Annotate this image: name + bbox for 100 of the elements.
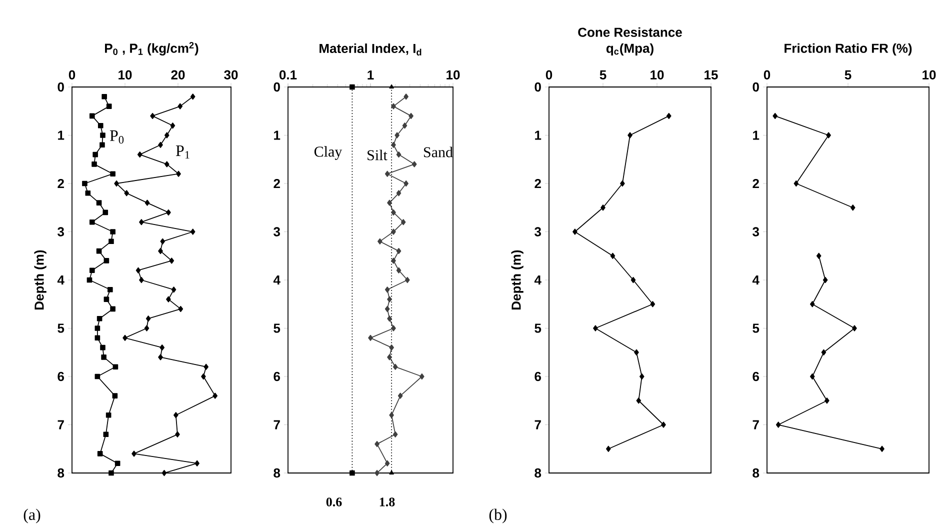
point <box>106 104 112 109</box>
x-tick-label: 5 <box>600 70 606 80</box>
x-tick-label: 10 <box>922 70 936 80</box>
y-tick-label: 5 <box>752 324 760 333</box>
point <box>850 204 856 211</box>
point <box>190 228 196 235</box>
point <box>810 373 815 380</box>
point <box>794 180 799 187</box>
point <box>610 252 616 259</box>
point <box>666 112 672 120</box>
y-tick-label: 8 <box>274 468 280 478</box>
point <box>630 276 636 284</box>
chart-title: Material Index, I$_{d}$ <box>320 43 422 56</box>
text: (b) <box>489 508 507 524</box>
y-tick-label: 3 <box>274 227 280 236</box>
point <box>106 412 112 418</box>
y-tick-label: 3 <box>752 227 760 236</box>
y-tick-label: 0 <box>752 82 759 92</box>
point <box>190 94 196 100</box>
point <box>146 316 151 322</box>
annotation: Clay <box>314 146 342 160</box>
text: (a) <box>24 508 40 524</box>
x-tick-label: 10 <box>118 70 132 80</box>
point <box>100 132 106 138</box>
x-tick-label: 5 <box>844 70 852 80</box>
point <box>124 190 129 196</box>
point <box>92 152 98 158</box>
x-tick-label: 0.1 <box>279 70 297 80</box>
text: 1.8 <box>380 498 395 506</box>
point <box>175 431 180 438</box>
point <box>100 142 105 148</box>
point <box>108 287 113 292</box>
point <box>822 276 828 284</box>
point <box>89 268 95 274</box>
point <box>98 122 104 128</box>
x-tick-label: 10 <box>446 70 460 80</box>
point <box>194 460 200 466</box>
y-tick-label: 7 <box>752 420 759 430</box>
annotation: Silt <box>368 150 388 160</box>
point <box>201 373 206 380</box>
point <box>178 306 184 312</box>
point <box>136 267 141 274</box>
y-tick-label: 2 <box>274 178 280 188</box>
point <box>166 296 171 302</box>
point <box>600 204 606 211</box>
y-tick-label: 0 <box>274 82 280 92</box>
y-tick-label: 4 <box>273 276 280 284</box>
point <box>108 470 114 476</box>
y-tick-label: 7 <box>58 420 64 430</box>
point <box>122 334 128 341</box>
text: 0.6 <box>326 498 342 506</box>
point <box>620 180 625 187</box>
point <box>810 301 815 308</box>
point <box>661 422 666 428</box>
y-tick-label: 6 <box>534 372 541 382</box>
point <box>96 248 102 254</box>
y-tick-label: 0 <box>534 82 541 92</box>
point <box>89 219 95 225</box>
y-tick-label: 2 <box>752 178 759 188</box>
point <box>650 301 656 308</box>
point <box>94 374 100 380</box>
chart-subtitle: q$_{c}$(Mpa) <box>606 43 654 56</box>
chart-title: P$_{0}$ , P$_{1}$ (kg/cm$^{2}$) <box>105 42 198 56</box>
point <box>112 364 118 370</box>
point <box>139 219 144 226</box>
x-tick-label: 30 <box>224 70 238 80</box>
point <box>826 132 831 138</box>
y-tick-label: 3 <box>534 227 541 236</box>
chart-title: Cone Resistance <box>578 27 682 37</box>
point <box>816 252 822 259</box>
y-tick-label: 7 <box>274 420 280 430</box>
chart-title: Friction Ratio FR (%) <box>784 43 912 56</box>
point <box>103 432 109 438</box>
point <box>852 325 857 332</box>
x-tick-label: 20 <box>171 70 185 80</box>
point <box>606 446 611 452</box>
point <box>824 398 830 404</box>
y-axis-title: Depth (m) <box>511 250 524 310</box>
point <box>593 325 598 332</box>
point <box>112 393 118 398</box>
point <box>164 161 170 168</box>
y-tick-label: 2 <box>58 178 64 188</box>
y-tick-label: 1 <box>753 130 760 140</box>
point <box>96 200 102 206</box>
point <box>628 132 632 138</box>
point <box>110 306 116 312</box>
point <box>85 190 91 196</box>
point <box>150 112 155 120</box>
point <box>166 209 171 216</box>
y-tick-label: 1 <box>58 130 64 140</box>
point <box>169 258 174 264</box>
point <box>97 451 103 456</box>
point <box>173 412 178 418</box>
y-axis-title: Depth (m) <box>34 250 46 310</box>
point <box>114 460 120 466</box>
point <box>102 94 107 100</box>
point <box>776 422 781 428</box>
y-tick-label: 4 <box>752 276 760 284</box>
point <box>160 344 164 351</box>
point <box>170 122 176 129</box>
